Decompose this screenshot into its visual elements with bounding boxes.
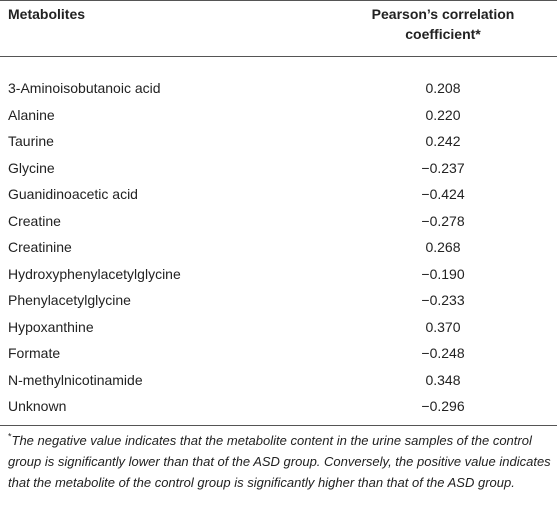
table-row: Alanine 0.220 <box>0 102 557 129</box>
metabolite-cell: Glycine <box>8 159 55 176</box>
metabolite-cell: Creatine <box>8 212 61 229</box>
table-row: Guanidinoacetic acid −0.424 <box>0 181 557 208</box>
header-rule <box>0 56 557 57</box>
table-body: 3-Aminoisobutanoic acid 0.208 Alanine 0.220… <box>0 75 557 420</box>
metabolite-cell: Hydroxyphenylacetylglycine <box>8 265 181 282</box>
table-row: Taurine 0.242 <box>0 128 557 155</box>
metabolite-cell: Creatinine <box>8 239 72 255</box>
table-row: Creatinine 0.268 <box>0 234 557 261</box>
coefficient-cell: 0.242 <box>425 133 461 149</box>
table-row: Hypoxanthine 0.370 <box>0 314 557 341</box>
metabolite-cell: Formate <box>8 345 61 361</box>
coefficient-cell: −0.278 <box>421 212 465 229</box>
metabolite-cell: Alanine <box>8 106 55 123</box>
coefficient-cell: −0.248 <box>421 345 465 361</box>
table-row: Phenylacetylglycine −0.233 <box>0 287 557 314</box>
coefficient-cell: 0.348 <box>425 371 461 388</box>
footnote-marker: * <box>8 431 12 442</box>
coefficient-cell: 0.208 <box>425 80 461 96</box>
table-row: Unknown −0.296 <box>0 393 557 420</box>
metabolite-cell: Taurine <box>8 133 54 149</box>
header-cell: Metabolites <box>8 6 86 22</box>
table-row: Creatine −0.278 <box>0 208 557 235</box>
table-row: Glycine −0.237 <box>0 155 557 182</box>
coefficient-cell: 0.220 <box>425 106 461 123</box>
coefficient-cell: 0.370 <box>425 318 461 335</box>
metabolite-cell: Phenylacetylglycine <box>8 292 131 308</box>
coefficient-cell: −0.190 <box>421 265 465 282</box>
metabolite-cell: 3-Aminoisobutanoic acid <box>8 80 161 96</box>
metabolite-cell: N-methylnicotinamide <box>8 371 143 388</box>
coefficient-cell: −0.233 <box>421 292 465 308</box>
footnote: *The negative value indicates that the m… <box>8 430 553 493</box>
coefficient-cell: −0.296 <box>421 398 465 414</box>
metabolite-cell: Guanidinoacetic acid <box>8 186 138 202</box>
header-cell: Pearson’s correlation coefficient* <box>371 6 515 42</box>
coefficient-cell: −0.424 <box>421 186 465 202</box>
top-rule <box>0 0 557 1</box>
metabolite-cell: Hypoxanthine <box>8 318 94 335</box>
table-row: Formate −0.248 <box>0 340 557 367</box>
bottom-rule <box>0 425 557 426</box>
metabolite-cell: Unknown <box>8 398 67 414</box>
coefficient-cell: 0.268 <box>425 239 461 255</box>
table-row: N-methylnicotinamide 0.348 <box>0 367 557 394</box>
footnote-text: The negative value indicates that the me… <box>8 433 551 490</box>
table-row: Hydroxyphenylacetylglycine −0.190 <box>0 261 557 288</box>
coefficient-cell: −0.237 <box>421 159 465 176</box>
table-row: 3-Aminoisobutanoic acid 0.208 <box>0 75 557 102</box>
